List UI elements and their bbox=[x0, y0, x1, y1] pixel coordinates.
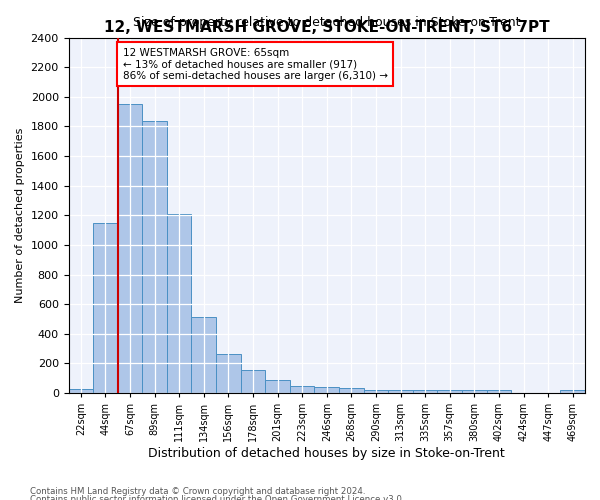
Text: Contains HM Land Registry data © Crown copyright and database right 2024.: Contains HM Land Registry data © Crown c… bbox=[30, 487, 365, 496]
Bar bbox=[290, 386, 314, 393]
Text: 12 WESTMARSH GROVE: 65sqm
← 13% of detached houses are smaller (917)
86% of semi: 12 WESTMARSH GROVE: 65sqm ← 13% of detac… bbox=[122, 48, 388, 81]
Bar bbox=[413, 390, 437, 393]
Text: Contains public sector information licensed under the Open Government Licence v3: Contains public sector information licen… bbox=[30, 496, 404, 500]
Bar bbox=[314, 387, 339, 393]
Bar bbox=[216, 354, 241, 393]
Bar bbox=[167, 214, 191, 393]
Bar bbox=[560, 390, 585, 393]
Bar bbox=[142, 120, 167, 393]
Bar bbox=[462, 390, 487, 393]
Bar bbox=[93, 222, 118, 393]
Bar bbox=[487, 390, 511, 393]
Bar bbox=[339, 388, 364, 393]
Bar bbox=[191, 317, 216, 393]
Bar bbox=[265, 380, 290, 393]
Bar bbox=[241, 370, 265, 393]
Bar bbox=[118, 104, 142, 393]
Bar bbox=[437, 390, 462, 393]
Bar bbox=[68, 388, 93, 393]
Title: 12, WESTMARSH GROVE, STOKE-ON-TRENT, ST6 7PT: 12, WESTMARSH GROVE, STOKE-ON-TRENT, ST6… bbox=[104, 20, 550, 35]
Y-axis label: Number of detached properties: Number of detached properties bbox=[15, 128, 25, 303]
Text: Size of property relative to detached houses in Stoke-on-Trent: Size of property relative to detached ho… bbox=[133, 16, 521, 28]
Bar bbox=[388, 390, 413, 393]
Bar bbox=[364, 390, 388, 393]
X-axis label: Distribution of detached houses by size in Stoke-on-Trent: Distribution of detached houses by size … bbox=[148, 447, 505, 460]
